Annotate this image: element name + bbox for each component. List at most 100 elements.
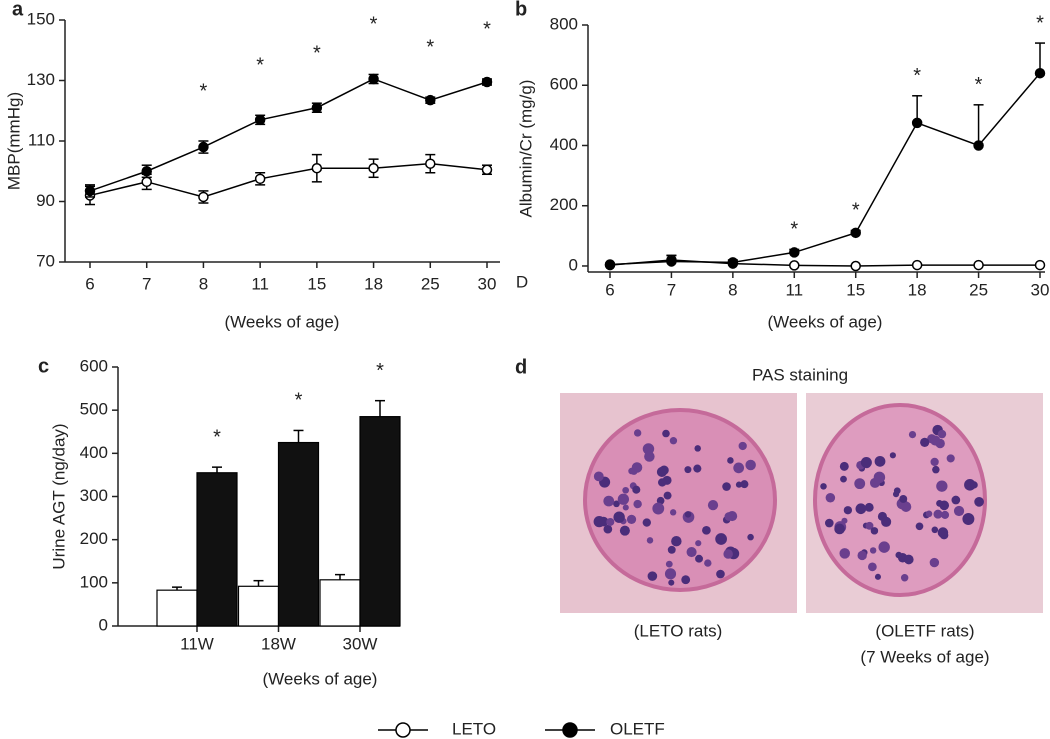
nucleus [951,495,961,505]
series-line [89,78,488,192]
nucleus [931,526,939,534]
bar [277,441,320,627]
nucleus [606,517,615,526]
nucleus [925,510,933,518]
data-point [666,256,677,267]
nucleus [656,496,665,505]
nucleus [929,557,940,568]
nucleus [733,462,745,474]
significance-label: * [790,219,798,241]
y-tick-label: 0 [99,615,108,634]
data-point [1034,259,1046,271]
data-point [425,158,436,169]
x-axis-label: (Weeks of age) [768,312,883,331]
nucleus [824,518,834,528]
nucleus [686,546,697,558]
nucleus [920,437,930,447]
x-tick-label: 11W [180,634,214,653]
data-point [311,102,323,113]
significance-label: * [376,360,384,382]
nucleus [681,575,691,585]
legend-marker [562,722,578,738]
nucleus [593,471,604,482]
nucleus [878,541,890,553]
nucleus [903,554,914,565]
nucleus [704,559,712,567]
bar [319,579,361,627]
nucleus [864,502,874,512]
x-axis-label: (Weeks of age) [225,312,340,331]
nucleus [937,429,947,439]
panel-letter: b [515,0,527,20]
x-tick-label: 11 [785,280,803,299]
panel-title: PAS staining [752,365,848,384]
y-axis-label: Urine AGT (ng/day) [49,423,68,569]
nucleus [716,569,725,579]
y-tick-label: 200 [550,195,578,214]
nucleus [893,487,901,495]
data-point [425,94,436,106]
nucleus [646,537,654,544]
data-point [481,76,493,88]
nucleus [617,493,630,505]
data-point [368,162,379,174]
nucleus [825,493,836,503]
nucleus [724,512,734,521]
nucleus [684,511,692,518]
data-point [141,166,152,177]
nucleus [834,523,845,535]
y-tick-label: 100 [80,572,108,591]
nucleus [693,464,702,473]
nucleus [715,533,727,545]
x-tick-label: 18 [364,274,383,293]
nucleus [900,574,909,582]
nucleus [874,455,886,467]
data-point [973,140,984,151]
nucleus [702,525,711,535]
y-tick-label: 130 [27,70,55,89]
series-line [609,259,1040,267]
series-line [609,72,1041,266]
nucleus [656,466,667,477]
data-point [973,259,984,271]
data-point [254,114,266,126]
x-tick-label: 18W [261,634,296,653]
nucleus [668,579,675,586]
nucleus [933,509,943,519]
legend-marker [395,722,411,738]
y-tick-label: 0 [569,255,578,274]
y-tick-label: 400 [80,443,108,462]
nucleus [619,525,630,536]
nucleus [613,500,620,508]
data-point [911,259,923,271]
nucleus [874,573,882,580]
nucleus [937,527,949,538]
nucleus [881,516,892,527]
nucleus [839,548,850,559]
nucleus [841,517,848,524]
nucleus [664,568,677,580]
nucleus [970,481,978,489]
significance-label: * [426,36,434,58]
nucleus [745,459,756,471]
nucleus [622,504,629,511]
x-tick-label: 30 [478,274,497,293]
y-tick-label: 110 [28,130,55,149]
nucleus [940,510,950,519]
data-point [850,227,861,239]
nucleus [932,465,940,474]
nucleus [843,506,853,515]
image-caption: (LETO rats) [634,621,722,640]
y-tick-label: 600 [80,356,108,375]
x-tick-label: 25 [421,274,440,293]
x-tick-label: 30 [1031,280,1050,299]
legend-label: LETO [452,719,496,738]
nucleus [727,457,734,464]
nucleus [740,480,749,489]
nucleus [870,527,879,535]
x-tick-label: 30W [343,634,378,653]
nucleus [820,483,827,490]
y-tick-label: 150 [27,9,55,28]
data-point [850,260,861,272]
